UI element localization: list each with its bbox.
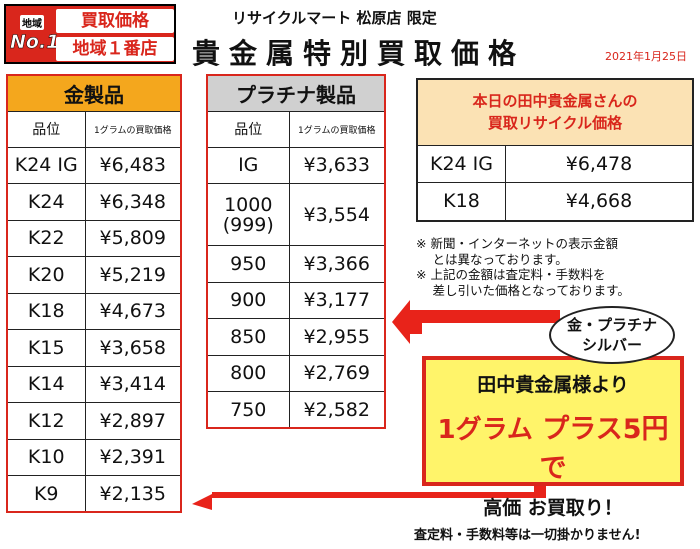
platinum-purity-sub: (999)	[222, 213, 274, 236]
tanaka-price-box: 本日の田中貴金属さんの 買取リサイクル価格 K24 IG ¥6,478 K18 …	[416, 78, 694, 222]
gold-col-price: 1グラムの買取価格	[84, 110, 182, 148]
badge-no1-label: No.1	[10, 31, 60, 54]
tanaka-heading: 本日の田中貴金属さんの 買取リサイクル価格	[418, 80, 692, 146]
platinum-table-title: プラチナ製品	[206, 74, 386, 112]
bubble-line-1: 金・プラチナ	[566, 316, 657, 334]
platinum-price: ¥3,554	[288, 183, 386, 246]
gold-price: ¥2,135	[84, 475, 182, 513]
platinum-price-table: プラチナ製品 品位 1グラムの買取価格 IG ¥3,633 1000 (999) ¥3…	[206, 74, 386, 429]
platinum-purity: 850	[206, 318, 290, 356]
gold-price: ¥3,658	[84, 329, 182, 367]
gold-purity: K20	[6, 256, 86, 294]
badge-line-2: 地域１番店	[56, 37, 174, 61]
gold-price-table: 金製品 品位 1グラムの買取価格 K24 IG ¥6,483 K24 ¥6,348 …	[6, 74, 182, 513]
tanaka-heading-line-2: 買取リサイクル価格	[487, 114, 623, 132]
promo-line-1: 田中貴金属様より	[477, 374, 629, 396]
gold-purity: K22	[6, 219, 86, 257]
platinum-price: ¥2,955	[288, 318, 386, 356]
arrow-to-gold	[192, 480, 546, 510]
platinum-purity: 750	[206, 391, 290, 429]
platinum-price: ¥2,769	[288, 354, 386, 392]
gold-price: ¥2,897	[84, 402, 182, 440]
badge-line-1: 買取価格	[56, 9, 174, 33]
gold-col-purity: 品位	[6, 110, 86, 148]
tanaka-row: K18 ¥4,668	[418, 183, 692, 220]
platinum-purity-main: 1000	[224, 193, 273, 216]
gold-purity: K14	[6, 365, 86, 403]
platinum-purity: 1000 (999)	[206, 183, 290, 246]
tanaka-row: K24 IG ¥6,478	[418, 146, 692, 183]
tanaka-purity: K18	[418, 183, 506, 220]
gold-purity: K24	[6, 183, 86, 221]
tanaka-heading-line-1: 本日の田中貴金属さんの	[472, 92, 638, 110]
tanaka-price: ¥6,478	[565, 153, 633, 175]
gold-price: ¥3,414	[84, 365, 182, 403]
no1-emblem: 地域 No.1	[10, 12, 60, 56]
promo-box: 田中貴金属様より 1グラム プラス5円で 高価 お買取り！	[422, 356, 684, 519]
gold-price: ¥6,483	[84, 146, 182, 184]
platinum-purity: 900	[206, 281, 290, 319]
page-title: 貴金属特別買取価格	[192, 37, 526, 70]
promo-gram: 1グラム	[437, 415, 533, 445]
footer-note: 査定料・手数料等は一切掛かりません!	[414, 528, 641, 543]
gold-price: ¥4,673	[84, 292, 182, 330]
platinum-price: ¥2,582	[288, 391, 386, 429]
promo-plus: プラス5円で	[539, 414, 669, 484]
platinum-price: ¥3,366	[288, 245, 386, 283]
badge-region-label: 地域	[20, 15, 44, 30]
note-line: とは異なっております。	[416, 251, 568, 267]
metals-bubble: 金・プラチナ シルバー	[549, 306, 675, 364]
promo-line-2: 1グラム プラス5円で	[426, 407, 680, 485]
platinum-col-purity: 品位	[206, 110, 290, 148]
platinum-purity: 800	[206, 354, 290, 392]
bubble-line-2: シルバー	[581, 336, 642, 354]
note-line: ※ 上記の金額は査定料・手数料を	[416, 267, 606, 282]
promo-line-3: 高価 お買取り！	[483, 497, 623, 519]
arrow-connector	[410, 310, 560, 323]
note-line: ※ 新聞・インターネットの表示金額	[416, 236, 618, 251]
notes: ※ 新聞・インターネットの表示金額 とは異なっております。 ※ 上記の金額は査定…	[416, 236, 630, 298]
region-no1-badge: 地域 No.1 買取価格 地域１番店	[4, 4, 176, 64]
gold-purity: K12	[6, 402, 86, 440]
note-line: 差し引いた価格となっております。	[416, 282, 630, 298]
tanaka-purity: K24 IG	[418, 146, 506, 182]
platinum-purity: IG	[206, 146, 290, 184]
gold-purity: K10	[6, 438, 86, 476]
gold-price: ¥2,391	[84, 438, 182, 476]
tanaka-price: ¥4,668	[565, 190, 633, 212]
date-label: 2021年1月25日	[605, 50, 687, 63]
platinum-col-price: 1グラムの買取価格	[288, 110, 386, 148]
platinum-price: ¥3,177	[288, 281, 386, 319]
gold-purity: K15	[6, 329, 86, 367]
store-name: リサイクルマート 松原店 限定	[232, 9, 437, 27]
